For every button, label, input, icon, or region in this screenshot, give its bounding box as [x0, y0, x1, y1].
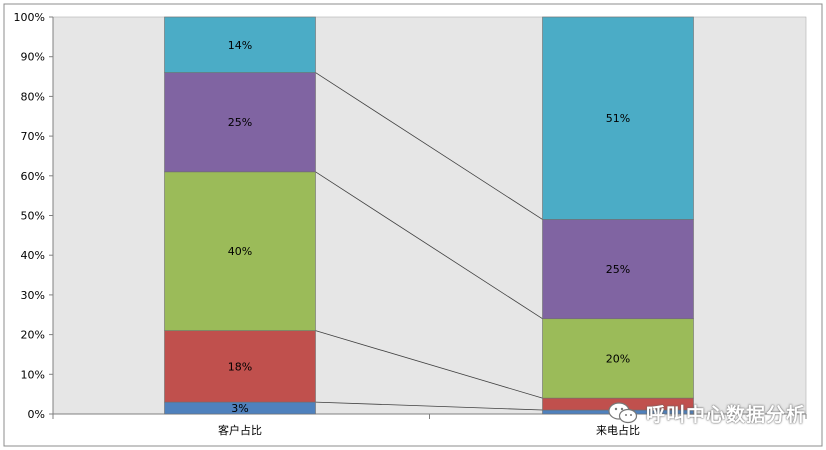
category-labels: 客户占比 来电占比: [218, 423, 640, 437]
data-label: 25%: [606, 263, 630, 276]
y-tick-label: 30%: [21, 289, 45, 302]
y-axis: 0% 10% 20% 30% 40% 50% 60% 70% 80% 90% 100%: [14, 11, 54, 421]
data-label: 25%: [228, 116, 252, 129]
series-line: [315, 171, 543, 320]
bar-segment: [542, 318, 694, 399]
bar-segment: [164, 330, 316, 403]
data-label: 51%: [606, 112, 630, 125]
y-tick-label: 10%: [21, 368, 45, 381]
y-tick-label: 50%: [21, 210, 45, 223]
y-tick-label: 70%: [21, 130, 45, 143]
data-label: 18%: [228, 360, 252, 373]
bars: [164, 16, 694, 415]
y-tick-label: 90%: [21, 51, 45, 64]
data-label: 20%: [606, 352, 630, 365]
y-tick-label: 80%: [21, 90, 45, 103]
data-labels: 3% 18% 40% 25% 14% 20% 25% 51%: [228, 39, 630, 415]
y-tick-label: 100%: [14, 11, 45, 24]
y-tick-label: 0%: [28, 408, 45, 421]
bar-segment: [164, 16, 316, 73]
y-tick-label: 40%: [21, 249, 45, 262]
bar-segment: [542, 219, 694, 320]
series-lines: [315, 72, 543, 411]
wechat-icon: [608, 402, 638, 424]
watermark-text: 呼叫中心数据分析: [646, 403, 807, 426]
watermark: 呼叫中心数据分析: [608, 398, 806, 428]
bar-segment: [542, 16, 694, 220]
data-label: 14%: [228, 39, 252, 52]
y-tick-label: 20%: [21, 329, 45, 342]
data-label: 40%: [228, 245, 252, 258]
bar-segment: [164, 72, 316, 173]
y-tick-label: 60%: [21, 170, 45, 183]
data-label: 3%: [231, 402, 248, 415]
series-line: [315, 401, 543, 411]
category-label: 来电占比: [596, 423, 640, 437]
series-line: [315, 72, 543, 220]
series-line: [315, 330, 543, 399]
bar-segment: [164, 171, 316, 331]
category-label: 客户占比: [218, 423, 262, 437]
